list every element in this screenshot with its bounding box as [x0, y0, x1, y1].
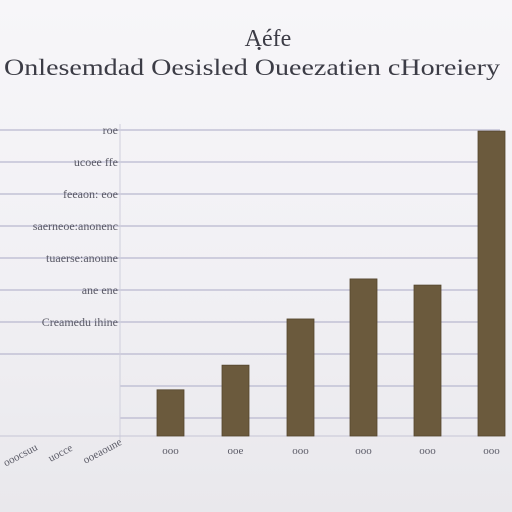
- y-axis-labels: Creamedu ihine ane ene tuaerse:anoune saern…: [33, 123, 118, 329]
- x-tick-label: ooo: [292, 445, 309, 457]
- y-tick-label: Creamedu ihine: [42, 315, 118, 329]
- x-tick-label: ooocsuu: [2, 441, 40, 469]
- x-axis-labels: ooo ooe ooo ooo ooo ooo ooocsuu uocce ooeaoune: [2, 436, 501, 469]
- x-tick-label: ooeaoune: [81, 436, 124, 466]
- y-tick-label: feeaon: eoe: [63, 187, 118, 201]
- y-tick-label: tuaerse:anoune: [46, 251, 118, 265]
- chart-subtitle: Onlesemdad Oesisled Oueezatien cHoreiery: [4, 55, 501, 80]
- x-tick-label: ooo: [355, 445, 372, 457]
- y-tick-label: saerneoe:anonenc: [33, 219, 118, 233]
- x-tick-label: ooo: [483, 445, 500, 457]
- bar: [349, 278, 378, 437]
- x-tick-label: ooe: [228, 445, 244, 457]
- bar: [477, 130, 506, 437]
- x-tick-label: ooo: [419, 445, 436, 457]
- y-tick-label: ane ene: [82, 283, 118, 297]
- y-tick-label: ucoee ffe: [74, 155, 118, 169]
- y-tick-label: roe: [103, 123, 118, 137]
- bar: [156, 389, 185, 437]
- x-tick-label: uocce: [46, 442, 74, 465]
- bar: [413, 284, 442, 437]
- x-tick-label: ooo: [162, 445, 179, 457]
- bar: [221, 364, 250, 437]
- bars: [156, 130, 506, 437]
- chart-title: Aฺéfe: [245, 26, 292, 52]
- bar: [286, 318, 315, 437]
